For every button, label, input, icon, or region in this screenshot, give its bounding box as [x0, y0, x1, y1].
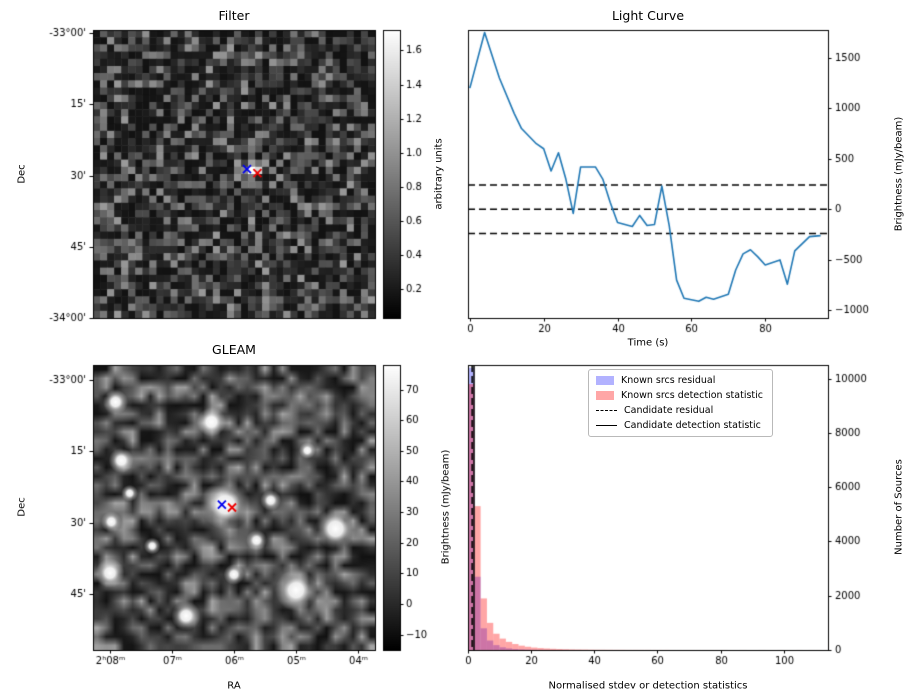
blue-patch-icon [596, 376, 614, 385]
legend-item-candidate-detection: Candidate detection statistic [596, 420, 763, 431]
red-patch-icon [596, 391, 614, 400]
legend-item-known-detection: Known srcs detection statistic [596, 390, 763, 401]
legend-label: Candidate residual [624, 405, 714, 416]
filter-title: Filter [218, 8, 250, 23]
light-curve-plot [458, 0, 915, 350]
filter-y-axis-label: Dec [16, 164, 28, 184]
gleam-title: GLEAM [212, 342, 256, 357]
legend-item-known-residual: Known srcs residual [596, 375, 763, 386]
dashed-line-icon [596, 410, 617, 411]
histogram-x-axis-label: Normalised stdev or detection statistics [548, 680, 748, 692]
filter-image-plot [0, 0, 458, 350]
light-curve-title: Light Curve [611, 8, 685, 23]
histogram-y-axis-label: Number of Sources [893, 459, 905, 555]
legend-label: Known srcs detection statistic [621, 390, 763, 401]
gleam-colorbar-label: Brightness (mJy/beam) [440, 449, 452, 565]
filter-colorbar-label: arbitrary units [433, 138, 445, 210]
gleam-y-axis-label: Dec [16, 497, 28, 517]
legend-label: Known srcs residual [621, 375, 716, 386]
gleam-x-axis-label: RA [227, 680, 241, 692]
gleam-image-plot [0, 350, 458, 699]
legend-label: Candidate detection statistic [624, 420, 761, 431]
legend-item-candidate-residual: Candidate residual [596, 405, 763, 416]
histogram-legend: Known srcs residual Known srcs detection… [588, 369, 773, 437]
light-curve-y-axis-label: Brightness (mJy/beam) [893, 116, 905, 232]
light-curve-x-axis-label: Time (s) [627, 337, 669, 349]
solid-line-icon [596, 425, 617, 426]
